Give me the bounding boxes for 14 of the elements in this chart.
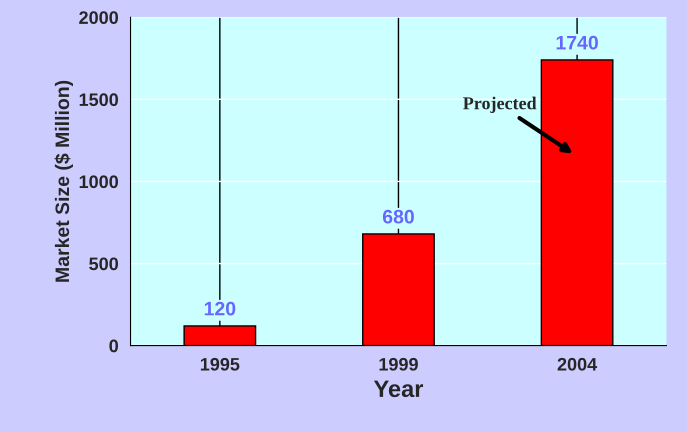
- data-label: 120: [204, 302, 236, 316]
- y-tick-label: 2000: [79, 11, 118, 24]
- y-axis-title: Market Size ($ Million): [54, 80, 74, 282]
- data-label: 1740: [556, 36, 598, 50]
- x-tick-label: 2004: [558, 358, 598, 371]
- x-tick-label: 1995: [200, 358, 240, 371]
- x-axis-title: Year: [374, 380, 424, 398]
- x-tick-label: 1999: [380, 358, 418, 371]
- y-tick-label: 1500: [80, 93, 118, 106]
- y-tick-label: 0: [109, 340, 118, 352]
- y-tick-label: 1000: [80, 175, 118, 188]
- y-tick-label: 500: [89, 257, 118, 270]
- annotation: Projected: [463, 96, 536, 114]
- data-label: 680: [382, 210, 414, 224]
